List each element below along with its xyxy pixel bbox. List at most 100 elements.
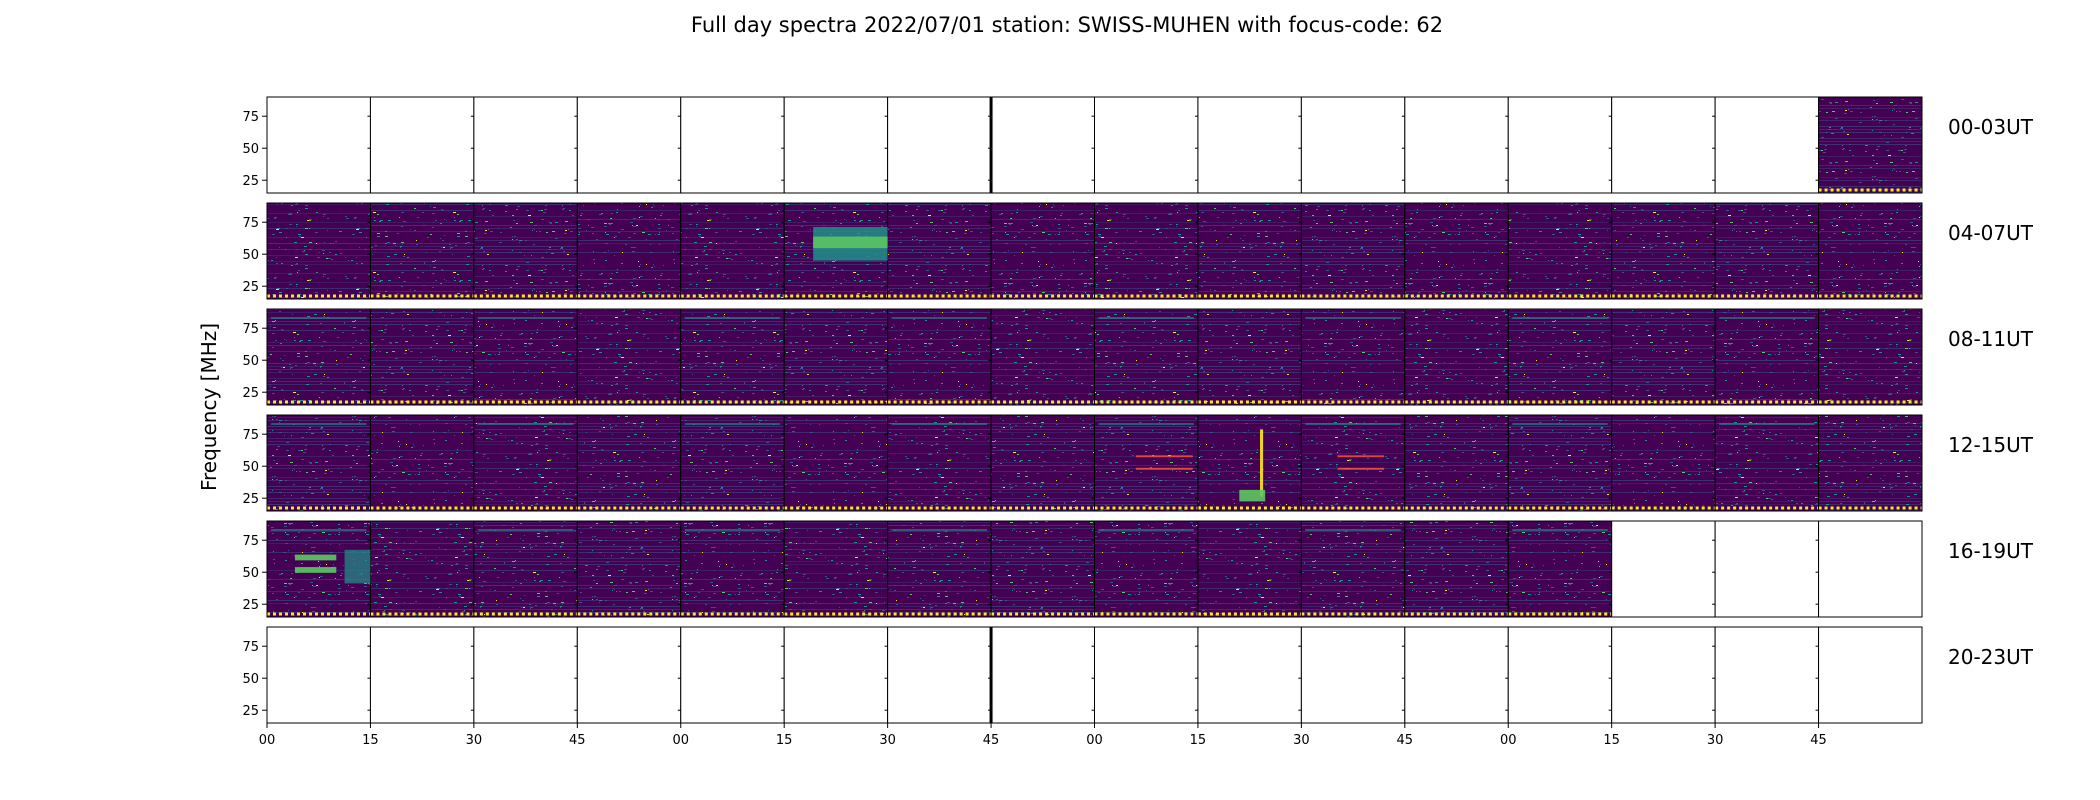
row-label: 16-19UT — [1948, 539, 2034, 563]
x-tick-label: 00 — [672, 733, 689, 748]
spectrum-panel — [370, 309, 474, 405]
empty-panel — [370, 97, 474, 193]
empty-panel — [1715, 521, 1819, 617]
spectrum-panel — [1818, 203, 1922, 299]
emission-streak — [1512, 317, 1608, 319]
spectrum-panel — [991, 203, 1095, 299]
spectrum-panel — [1818, 415, 1922, 511]
empty-panel — [1197, 627, 1302, 723]
x-tick-label: 15 — [362, 733, 379, 748]
x-tick-label: 45 — [1810, 733, 1827, 748]
x-tick-label: 30 — [1293, 733, 1310, 748]
spectrum-panel — [887, 415, 992, 511]
y-tick-label: 25 — [242, 704, 259, 719]
empty-panel — [1715, 97, 1819, 193]
emission-streak — [1719, 317, 1815, 319]
spectrum-panel — [1094, 415, 1198, 511]
spectrum-panel — [991, 309, 1095, 405]
y-tick-label: 75 — [242, 216, 259, 231]
chart-title: Full day spectra 2022/07/01 station: SWI… — [691, 13, 1443, 37]
spectrum-panel — [577, 415, 681, 511]
emission-streak — [271, 317, 367, 319]
panel-frame — [1818, 202, 1923, 300]
spectrum-panel — [1404, 415, 1509, 511]
emission-streak — [1098, 423, 1194, 425]
spectrum-panel — [1301, 309, 1405, 405]
empty-panel — [1094, 97, 1198, 193]
emission-streak — [1098, 529, 1194, 531]
empty-panel — [1094, 627, 1198, 723]
empty-panel — [1404, 627, 1509, 723]
empty-panel — [267, 97, 371, 193]
row-label: 00-03UT — [1948, 115, 2034, 139]
x-tick-label: 30 — [1707, 733, 1724, 748]
spectrum-panel — [887, 521, 992, 617]
empty-panel — [1611, 627, 1716, 723]
spectrum-panel — [784, 521, 888, 617]
empty-panel — [473, 97, 578, 193]
y-tick-label: 50 — [242, 142, 259, 157]
emission-streak — [1305, 529, 1401, 531]
emission-streak — [271, 423, 367, 425]
emission-streak — [1305, 317, 1401, 319]
panel-frame — [1818, 626, 1923, 724]
x-tick-label: 15 — [1603, 733, 1620, 748]
y-tick-label: 25 — [242, 280, 259, 295]
empty-panel — [1508, 97, 1612, 193]
row-label: 04-07UT — [1948, 221, 2034, 245]
empty-panel — [1611, 97, 1716, 193]
y-tick-label: 75 — [242, 322, 259, 337]
emission-streak — [891, 529, 988, 531]
y-tick-label: 50 — [242, 672, 259, 687]
spectrum-panel — [1715, 309, 1819, 405]
row-label: 20-23UT — [1948, 645, 2034, 669]
spectrum-panel — [267, 309, 371, 405]
spectrum-panel — [370, 203, 474, 299]
spectrum-panel — [1301, 203, 1405, 299]
spectrum-panel — [1197, 521, 1302, 617]
spectrum-panel — [1508, 203, 1612, 299]
signal-block — [294, 567, 337, 573]
y-tick-label: 50 — [242, 354, 259, 369]
spectrum-panel — [887, 309, 992, 405]
spectrum-panel — [370, 521, 474, 617]
spectrum-panel — [1611, 309, 1716, 405]
y-axis-label: Frequency [MHz] — [197, 323, 221, 491]
dotted-signal — [1135, 467, 1193, 470]
emission-streak — [477, 317, 574, 319]
spectrum-panel — [1508, 309, 1612, 405]
dotted-signal — [1337, 455, 1385, 458]
empty-panel — [1715, 627, 1819, 723]
spectrum-panel — [577, 203, 681, 299]
spectrum-panel — [991, 415, 1095, 511]
spectrum-panel — [473, 415, 578, 511]
spectrum-panel — [577, 521, 681, 617]
empty-panel — [370, 627, 474, 723]
spectrum-panel — [473, 203, 578, 299]
y-tick-label: 25 — [242, 598, 259, 613]
emission-streak — [891, 317, 988, 319]
emission-streak — [1098, 317, 1194, 319]
empty-panel — [887, 627, 992, 723]
emission-streak — [1719, 423, 1815, 425]
empty-panel — [1197, 97, 1302, 193]
spectrum-panel — [370, 415, 474, 511]
spectrum-panel — [1818, 309, 1922, 405]
spectrum-panel — [1404, 309, 1509, 405]
spectrum-panel — [1818, 97, 1922, 193]
spectrum-panel — [1301, 521, 1405, 617]
spectrum-panel — [680, 521, 785, 617]
spectrum-panel — [887, 203, 992, 299]
y-tick-label: 25 — [242, 386, 259, 401]
interference-band-core — [813, 236, 888, 249]
spectrum-panel — [680, 203, 785, 299]
empty-panel — [577, 627, 681, 723]
empty-panel — [1818, 627, 1922, 723]
y-tick-label: 75 — [242, 110, 259, 125]
spectrum-panel — [1094, 521, 1198, 617]
row-00-03UT: 25 50 75 00-03UT — [242, 96, 2034, 194]
empty-panel — [1508, 627, 1612, 723]
x-tick-label: 45 — [1397, 733, 1414, 748]
empty-panel — [887, 97, 992, 193]
